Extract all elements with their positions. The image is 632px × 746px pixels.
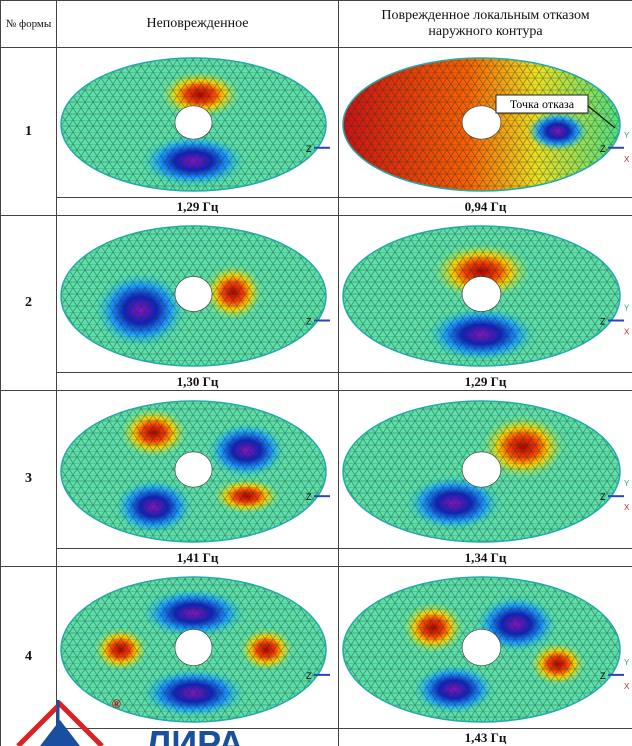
header-cell: Неповрежденное <box>57 1 339 48</box>
mode-shape: Z Y X <box>339 216 632 372</box>
axis-label: Z <box>306 671 312 681</box>
freq: 1,41 Гц <box>57 549 339 567</box>
opening <box>462 629 501 665</box>
logo: ® ЛИРА <box>0 690 300 746</box>
axis-label: Y <box>624 658 630 667</box>
freq: 1,34 Гц <box>339 549 632 567</box>
opening <box>175 106 212 139</box>
damaged-cell: Z Y X <box>339 391 632 549</box>
axis-label: Z <box>600 317 606 327</box>
opening <box>175 452 212 487</box>
axis-label: Z <box>600 492 606 502</box>
axis-label: X <box>624 328 630 337</box>
opening <box>175 629 212 665</box>
axis-label: Z <box>306 317 312 327</box>
freq: 1,29 Гц <box>57 198 339 216</box>
axis-label: Z <box>306 144 312 154</box>
damaged-cell: Z Y X Точка отказа <box>339 48 632 198</box>
modes-table: № формы Неповрежденное Поврежденное лока… <box>0 0 632 746</box>
opening <box>175 277 212 312</box>
opening <box>462 452 501 487</box>
mode-number: 3 <box>1 391 57 567</box>
freq: 1,43 Гц <box>339 729 632 746</box>
damaged-cell: Z Y X <box>339 567 632 729</box>
axis-label: X <box>624 155 630 164</box>
logo-mark: ® <box>112 697 121 711</box>
axis-label: X <box>624 503 630 512</box>
axis-label: Y <box>624 304 630 313</box>
mode-shape: Z <box>57 391 338 548</box>
mode-number: 2 <box>1 216 57 391</box>
axis-label: X <box>624 682 630 691</box>
logo-name: ЛИРА <box>146 723 244 746</box>
freq: 0,94 Гц <box>339 198 632 216</box>
mode-shape: Z Y X <box>339 567 632 728</box>
intact-cell: Z <box>57 391 339 549</box>
header-cell: № формы <box>1 1 57 48</box>
freq: 1,29 Гц <box>339 373 632 391</box>
header-row: № формы Неповрежденное Поврежденное лока… <box>1 1 632 48</box>
header-cell: Поврежденное локальным отказом наружного… <box>339 1 632 48</box>
table-body: № формы Неповрежденное Поврежденное лока… <box>1 1 632 746</box>
opening <box>462 106 501 139</box>
axis-label: Z <box>600 144 606 154</box>
mode-number: 1 <box>1 48 57 216</box>
mode-shape: Z <box>57 48 338 197</box>
damaged-cell: Z Y X <box>339 216 632 373</box>
mode-shape: Z Y X <box>339 391 632 548</box>
mode-shape: Z Y X Точка отказа <box>339 48 632 197</box>
intact-cell: Z <box>57 48 339 198</box>
freq: 1,30 Гц <box>57 373 339 391</box>
opening <box>462 277 501 312</box>
intact-cell: Z <box>57 216 339 373</box>
page: № формы Неповрежденное Поврежденное лока… <box>0 0 632 746</box>
axis-label: Y <box>624 479 630 488</box>
axis-label: Y <box>624 131 630 140</box>
axis-label: Z <box>600 671 606 681</box>
annotation: Точка отказа <box>510 97 575 111</box>
mode-shape: Z <box>57 216 338 372</box>
axis-label: Z <box>306 492 312 502</box>
logo-shape <box>40 720 80 746</box>
